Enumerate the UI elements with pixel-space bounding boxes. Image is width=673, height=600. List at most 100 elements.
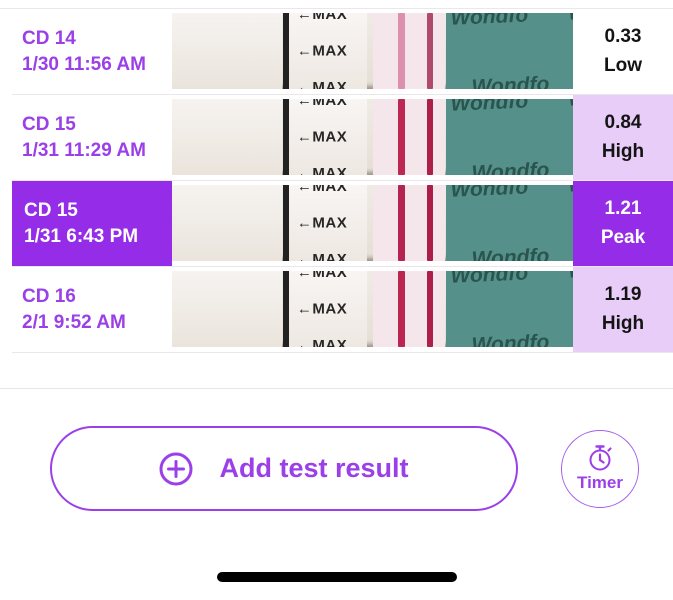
add-test-result-button[interactable]: Add test result xyxy=(50,426,518,511)
test-result-row[interactable]: CD 14 1/30 11:56 AM ←MAX ←MAX ←MAX xyxy=(0,9,673,94)
strip-handle xyxy=(172,271,283,347)
max-label: ←MAX xyxy=(296,337,348,347)
brand-label: Wondfo xyxy=(568,99,573,112)
datetime-label: 1/31 11:29 AM xyxy=(22,139,146,161)
section-divider xyxy=(0,388,673,389)
brand-label: Wondfo xyxy=(470,244,550,261)
test-result-row[interactable]: CD 15 1/31 11:29 AM ←MAX ←MAX ←MAX xyxy=(0,95,673,180)
brand-label: Wondfo xyxy=(449,13,529,30)
strip-result-window xyxy=(372,271,445,347)
brand-text-grid: Wondfo Wondfo Wondfo Wondfo xyxy=(450,271,573,347)
brand-label: Wondfo xyxy=(449,99,529,116)
strip-brand-area: Wondfo Wondfo Wondfo Wondfo xyxy=(445,99,573,175)
max-label: ←MAX xyxy=(296,13,348,23)
brand-label: Wondfo xyxy=(568,185,573,198)
cycle-day-label: CD 15 xyxy=(24,199,78,221)
strip-black-bar xyxy=(282,99,289,175)
result-level: Peak xyxy=(600,227,646,248)
result-value: 1.19 xyxy=(604,284,642,305)
result-value-cell: 1.19 High xyxy=(573,267,673,352)
row-divider xyxy=(12,94,673,95)
row-divider xyxy=(12,266,673,267)
strip-max-zone: ←MAX ←MAX ←MAX xyxy=(289,13,368,89)
strip-brand-area: Wondfo Wondfo Wondfo Wondfo xyxy=(445,13,573,89)
test-result-row[interactable]: CD 16 2/1 9:52 AM ←MAX ←MAX ←MAX xyxy=(0,267,673,352)
brand-text-grid: Wondfo Wondfo Wondfo Wondfo xyxy=(450,99,573,175)
max-label: ←MAX xyxy=(296,128,348,146)
cycle-day-label: CD 16 xyxy=(22,285,76,307)
test-strip-photo: ←MAX ←MAX ←MAX Wondfo Wondfo xyxy=(172,99,573,175)
strip-photo-cell: ←MAX ←MAX ←MAX Wondfo Wondfo xyxy=(172,9,573,94)
brand-label: Wondfo xyxy=(568,271,573,284)
result-level: Low xyxy=(604,55,642,76)
home-indicator[interactable] xyxy=(216,572,457,582)
row-date-cell: CD 15 1/31 11:29 AM xyxy=(0,95,172,180)
footer-actions: Add test result Timer xyxy=(50,426,639,511)
strip-photo-cell: ←MAX ←MAX ←MAX Wondfo Wondfo xyxy=(172,181,573,266)
row-date-cell: CD 14 1/30 11:56 AM xyxy=(0,9,172,94)
strip-brand-area: Wondfo Wondfo Wondfo Wondfo xyxy=(445,271,573,347)
max-label: ←MAX xyxy=(296,251,348,261)
list-top-divider xyxy=(0,8,673,9)
plus-circle-icon xyxy=(159,452,193,485)
strip-result-window xyxy=(372,13,445,89)
max-label: ←MAX xyxy=(296,79,348,89)
result-value: 0.33 xyxy=(604,26,642,47)
strip-black-bar xyxy=(282,185,289,261)
max-label: ←MAX xyxy=(296,300,348,318)
strip-result-window xyxy=(372,99,445,175)
max-label: ←MAX xyxy=(296,165,348,175)
strip-test-line xyxy=(397,185,405,261)
test-strip-photo: ←MAX ←MAX ←MAX Wondfo Wondfo xyxy=(172,271,573,347)
strip-handle xyxy=(172,99,283,175)
strip-max-zone: ←MAX ←MAX ←MAX xyxy=(289,271,368,347)
strip-black-bar xyxy=(282,271,289,347)
stopwatch-icon xyxy=(589,445,612,471)
cycle-day-label: CD 15 xyxy=(22,113,76,135)
brand-label: Wondfo xyxy=(470,158,550,175)
datetime-label: 1/30 11:56 AM xyxy=(22,53,146,75)
test-strip-photo: ←MAX ←MAX ←MAX Wondfo Wondfo xyxy=(172,13,573,89)
test-results-list: CD 14 1/30 11:56 AM ←MAX ←MAX ←MAX xyxy=(0,8,673,353)
strip-max-zone: ←MAX ←MAX ←MAX xyxy=(289,185,368,261)
result-value-cell: 0.33 Low xyxy=(573,9,673,94)
strip-control-line xyxy=(427,99,434,175)
cycle-day-label: CD 14 xyxy=(22,27,76,49)
result-level: High xyxy=(601,313,645,334)
strip-handle xyxy=(172,13,283,89)
max-label: ←MAX xyxy=(296,185,348,195)
strip-test-line xyxy=(397,99,405,175)
row-date-cell: CD 15 1/31 6:43 PM xyxy=(12,181,172,266)
max-label: ←MAX xyxy=(296,214,348,232)
add-test-result-label: Add test result xyxy=(219,453,409,483)
brand-label: Wondfo xyxy=(449,185,529,202)
datetime-label: 2/1 9:52 AM xyxy=(22,311,126,333)
strip-control-line xyxy=(427,185,434,261)
result-value: 1.21 xyxy=(604,198,642,219)
timer-label: Timer xyxy=(577,473,623,492)
max-label: ←MAX xyxy=(296,271,348,281)
result-value-cell: 1.21 Peak xyxy=(573,181,673,266)
strip-test-line xyxy=(397,13,405,89)
strip-photo-cell: ←MAX ←MAX ←MAX Wondfo Wondfo xyxy=(172,267,573,352)
datetime-label: 1/31 6:43 PM xyxy=(24,225,139,247)
max-label: ←MAX xyxy=(296,99,348,109)
brand-text-grid: Wondfo Wondfo Wondfo Wondfo xyxy=(450,185,573,261)
strip-photo-cell: ←MAX ←MAX ←MAX Wondfo Wondfo xyxy=(172,95,573,180)
strip-brand-area: Wondfo Wondfo Wondfo Wondfo xyxy=(445,185,573,261)
test-result-row[interactable]: CD 15 1/31 6:43 PM ←MAX ←MAX ←MAX xyxy=(0,181,673,266)
brand-label: Wondfo xyxy=(470,72,550,89)
list-bottom-divider xyxy=(12,352,673,353)
strip-test-line xyxy=(397,271,405,347)
result-value: 0.84 xyxy=(604,112,642,133)
result-value-cell: 0.84 High xyxy=(573,95,673,180)
strip-control-line xyxy=(427,271,434,347)
brand-label: Wondfo xyxy=(449,271,529,288)
brand-label: Wondfo xyxy=(470,330,550,347)
max-label: ←MAX xyxy=(296,42,348,60)
strip-max-zone: ←MAX ←MAX ←MAX xyxy=(289,99,368,175)
timer-button[interactable]: Timer xyxy=(561,429,639,508)
strip-result-window xyxy=(372,185,445,261)
strip-handle xyxy=(172,185,283,261)
